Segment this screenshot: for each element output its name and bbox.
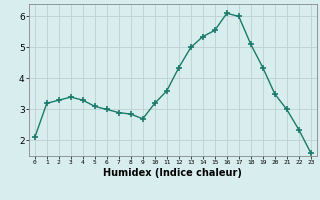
X-axis label: Humidex (Indice chaleur): Humidex (Indice chaleur) xyxy=(103,168,242,178)
